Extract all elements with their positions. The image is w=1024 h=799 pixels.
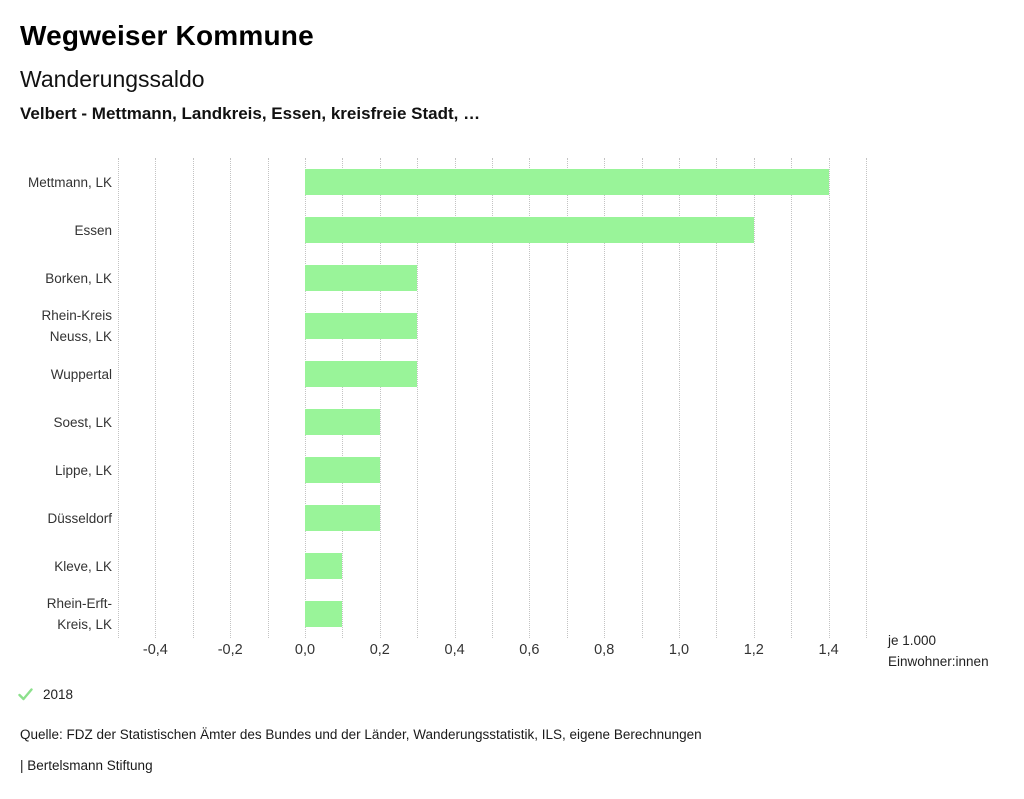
x-tick-label: -0,2 (217, 642, 243, 658)
gridline (155, 158, 157, 638)
legend-year-label: 2018 (43, 687, 74, 702)
unit-label-line-2: Einwohner:innen (888, 654, 989, 669)
page-title: Wegweiser Kommune (20, 20, 314, 51)
gridline (791, 158, 793, 638)
x-tick-label: 0,6 (519, 642, 540, 658)
gridline (679, 158, 680, 638)
bar-4[interactable] (305, 313, 418, 339)
plot-area (118, 158, 867, 638)
unit-label-line-1: je 1.000 (888, 633, 937, 648)
branding-text: | Bertelsmann Stiftung (20, 758, 153, 773)
bar-2[interactable] (305, 217, 754, 243)
x-tick-label: 0,4 (444, 642, 465, 658)
category-label-5: Wuppertal (50, 366, 112, 382)
x-tick-label: 1,4 (818, 642, 839, 658)
gridline (192, 158, 194, 638)
gridline (716, 158, 718, 638)
legend-year-toggle[interactable]: 2018 (18, 687, 73, 702)
chart-subtitle-selection: Velbert - Mettmann, Landkreis, Essen, kr… (20, 104, 481, 123)
check-icon (18, 688, 33, 701)
gridline (417, 158, 419, 638)
chart-title: Wanderungssaldo (20, 66, 205, 92)
x-tick-label: -0,4 (142, 642, 168, 658)
gridline (118, 158, 119, 638)
x-axis-unit-label: je 1.000 Einwohner:innen (888, 630, 989, 672)
gridline (305, 158, 306, 638)
gridline (641, 158, 643, 638)
gridline (492, 158, 493, 638)
bar-9[interactable] (305, 553, 343, 579)
category-label-10: Rhein-Erft- Kreis, LK (46, 596, 112, 632)
category-label-2: Essen (74, 222, 112, 238)
category-label-9: Kleve, LK (54, 558, 112, 574)
bar-1[interactable] (305, 169, 829, 195)
gridline (753, 158, 755, 638)
bar-7[interactable] (305, 457, 380, 483)
bar-5[interactable] (305, 361, 418, 387)
gridline (342, 158, 344, 638)
bar-3[interactable] (305, 265, 418, 291)
x-tick-label: 0,0 (294, 642, 316, 658)
gridline (230, 158, 232, 638)
category-label-7: Lippe, LK (54, 462, 112, 478)
category-label-3: Borken, LK (45, 270, 112, 286)
category-label-1: Mettmann, LK (27, 174, 112, 190)
x-tick-label: 1,2 (743, 642, 764, 658)
bar-8[interactable] (305, 505, 380, 531)
gridline (604, 158, 606, 638)
bar-6[interactable] (305, 409, 380, 435)
category-label-6: Soest, LK (53, 414, 112, 430)
x-tick-label: 0,8 (594, 642, 615, 658)
gridline (828, 158, 830, 638)
gridline (529, 158, 531, 638)
x-axis-ticks: -0,4 -0,2 0,0 0,2 0,4 0,6 0,8 1,0 1,2 1,4 (118, 642, 866, 660)
bar-10[interactable] (305, 601, 343, 627)
gridline (454, 158, 456, 638)
gridline (566, 158, 568, 638)
gridline (267, 158, 269, 638)
source-text: Quelle: FDZ der Statistischen Ämter des … (20, 727, 702, 742)
category-labels: Mettmann, LK Essen Borken, LK Rhein-Kreis Ne… (0, 158, 112, 638)
x-tick-label: 1,0 (668, 642, 690, 658)
gridline (379, 158, 381, 638)
category-label-8: Düsseldorf (47, 510, 112, 526)
gridline (866, 158, 867, 638)
category-label-4: Rhein-Kreis Neuss, LK (41, 308, 112, 344)
x-tick-label: 0,2 (369, 642, 390, 658)
